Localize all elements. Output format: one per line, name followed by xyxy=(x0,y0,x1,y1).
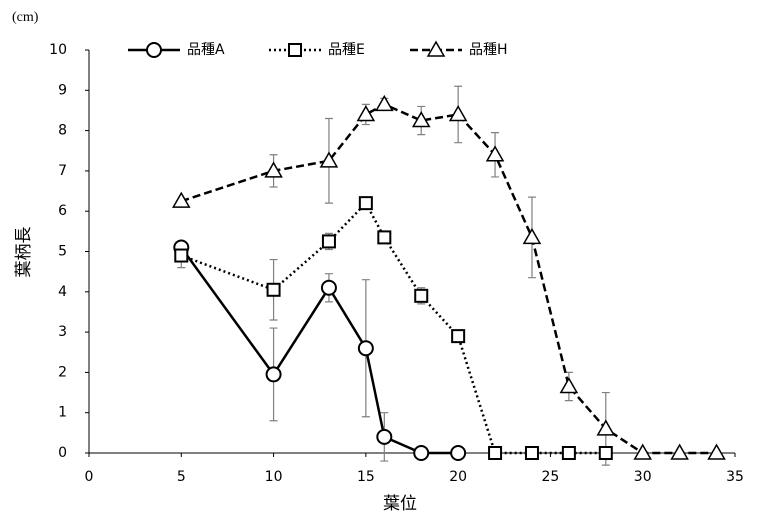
legend-marker xyxy=(288,43,302,57)
legend-label: 品種H xyxy=(469,42,508,58)
data-point xyxy=(266,282,281,297)
data-point xyxy=(451,329,466,344)
data-point xyxy=(358,196,373,211)
data-point xyxy=(174,248,189,263)
y-tick-label: 3 xyxy=(58,324,67,340)
data-point xyxy=(485,145,505,162)
y-tick-label: 0 xyxy=(58,445,67,461)
data-point xyxy=(670,443,689,460)
data-point xyxy=(357,340,374,357)
x-tick-label: 0 xyxy=(85,469,94,485)
data-point xyxy=(413,445,430,461)
data-point xyxy=(488,446,503,460)
series-line xyxy=(180,246,459,455)
y-tick-label: 8 xyxy=(58,123,67,139)
data-point xyxy=(596,419,616,436)
data-point xyxy=(264,161,283,178)
y-tick-label: 6 xyxy=(58,203,67,219)
data-point xyxy=(598,446,613,460)
data-point xyxy=(321,234,336,249)
x-tick-label: 15 xyxy=(357,469,375,485)
data-point xyxy=(265,366,282,383)
y-tick-label: 4 xyxy=(58,284,67,300)
legend-label: 品種A xyxy=(187,42,225,58)
data-point xyxy=(171,191,191,208)
series-line xyxy=(180,201,606,455)
y-tick-label: 1 xyxy=(58,405,67,421)
x-tick-label: 5 xyxy=(177,469,186,485)
x-tick-label: 20 xyxy=(449,469,467,485)
data-point xyxy=(320,279,337,296)
series-line xyxy=(180,103,717,455)
x-tick-label: 10 xyxy=(265,469,283,485)
data-point xyxy=(633,443,653,460)
y-axis-label: 葉柄長 xyxy=(14,227,34,278)
data-point xyxy=(411,111,431,128)
y-tick-label: 10 xyxy=(49,42,67,58)
data-point xyxy=(707,443,726,460)
data-point xyxy=(524,446,539,460)
data-point xyxy=(450,445,467,461)
x-axis-label: 葉位 xyxy=(383,494,417,514)
legend-marker xyxy=(426,40,446,57)
y-tick-label: 2 xyxy=(58,364,67,380)
data-point xyxy=(559,376,579,394)
x-tick-label: 35 xyxy=(726,469,744,485)
data-point xyxy=(375,94,394,112)
y-tick-label: 7 xyxy=(58,163,67,179)
data-point xyxy=(356,104,376,122)
y-unit: (cm) xyxy=(12,10,39,25)
data-point xyxy=(414,288,429,303)
data-point xyxy=(561,446,576,460)
data-point xyxy=(448,104,468,122)
legend-marker xyxy=(146,42,162,58)
legend-label: 品種E xyxy=(328,42,365,58)
x-tick-label: 30 xyxy=(634,469,652,485)
y-tick-label: 9 xyxy=(58,82,67,98)
data-point xyxy=(319,151,339,168)
y-tick-label: 5 xyxy=(58,244,67,260)
data-point xyxy=(376,428,393,445)
x-tick-label: 25 xyxy=(542,469,560,485)
data-point xyxy=(522,227,542,245)
data-point xyxy=(377,230,392,245)
